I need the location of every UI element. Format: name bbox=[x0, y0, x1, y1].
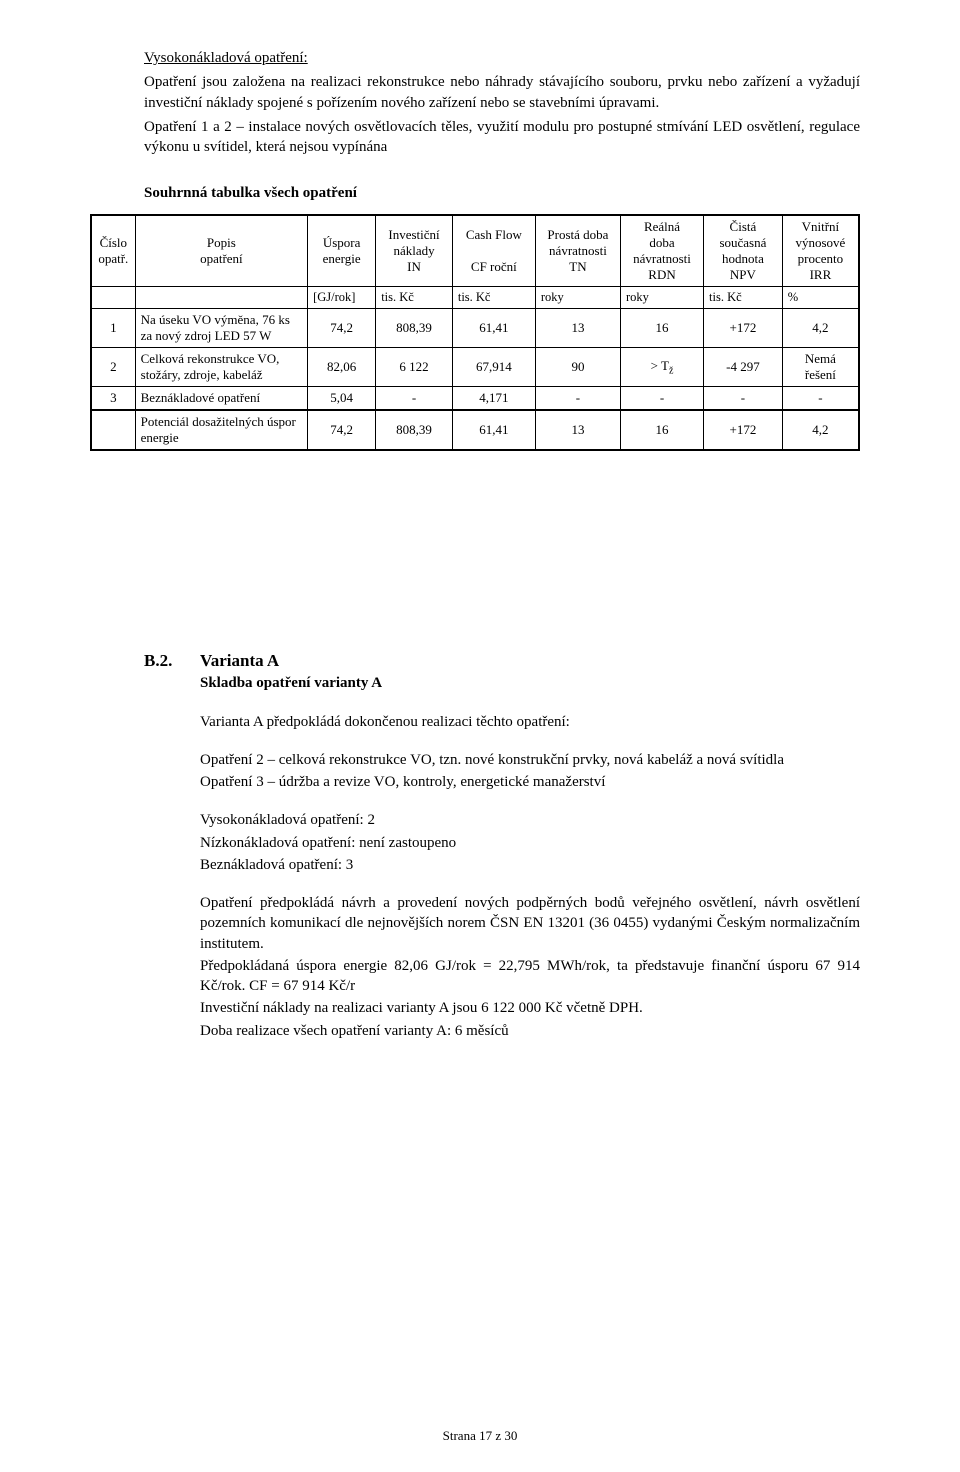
summary-table: Čísloopatř. Popisopatření Úsporaenergie … bbox=[90, 214, 860, 451]
units-row: [GJ/rok] tis. Kč tis. Kč roky roky tis. … bbox=[91, 287, 859, 309]
body-text: Nízkonákladová opatření: není zastoupeno bbox=[200, 833, 860, 853]
page-footer: Strana 17 z 30 bbox=[0, 1428, 960, 1444]
body-text: Předpokládaná úspora energie 82,06 GJ/ro… bbox=[200, 956, 860, 997]
summary-title: Souhrnná tabulka všech opatření bbox=[144, 185, 860, 202]
th-irr: VnitřnívýnosovéprocentoIRR bbox=[782, 215, 859, 287]
top-para-2: Opatření 1 a 2 – instalace nových osvětl… bbox=[144, 117, 860, 158]
th-npv: ČistásoučasnáhodnotaNPV bbox=[704, 215, 783, 287]
top-para-1: Opatření jsou založena na realizaci reko… bbox=[144, 72, 860, 113]
th-rdn: ReálnádobanávratnostiRDN bbox=[621, 215, 704, 287]
section-title: Varianta A bbox=[200, 651, 279, 671]
body-text: Opatření 2 – celková rekonstrukce VO, tz… bbox=[200, 750, 860, 770]
th-tn: Prostá dobanávratnostiTN bbox=[535, 215, 620, 287]
th-energy: Úsporaenergie bbox=[308, 215, 376, 287]
body-text: Opatření 3 – údržba a revize VO, kontrol… bbox=[200, 772, 860, 792]
body-text: Investiční náklady na realizaci varianty… bbox=[200, 998, 860, 1018]
body-text: Varianta A předpokládá dokončenou realiz… bbox=[200, 712, 860, 732]
section-subtitle: Skladba opatření varianty A bbox=[200, 673, 860, 693]
th-no: Čísloopatř. bbox=[91, 215, 135, 287]
body-text: Opatření předpokládá návrh a provedení n… bbox=[200, 893, 860, 954]
table-row-total: Potenciál dosažitelných úspor energie 74… bbox=[91, 410, 859, 450]
section-number: B.2. bbox=[144, 651, 200, 671]
th-desc: Popisopatření bbox=[135, 215, 307, 287]
top-heading: Vysokonákladová opatření: bbox=[144, 48, 860, 68]
body-text: Vysokonákladová opatření: 2 bbox=[200, 810, 860, 830]
th-in: InvestičnínákladyIN bbox=[376, 215, 453, 287]
body-text: Beznákladová opatření: 3 bbox=[200, 855, 860, 875]
body-text: Doba realizace všech opatření varianty A… bbox=[200, 1021, 860, 1041]
table-row: 1 Na úseku VO výměna, 76 ks za nový zdro… bbox=[91, 309, 859, 348]
th-cf: Cash FlowCF roční bbox=[452, 215, 535, 287]
table-row: 2 Celková rekonstrukce VO, stožáry, zdro… bbox=[91, 348, 859, 387]
table-row: 3 Beznákladové opatření 5,04 - 4,171 - -… bbox=[91, 387, 859, 411]
